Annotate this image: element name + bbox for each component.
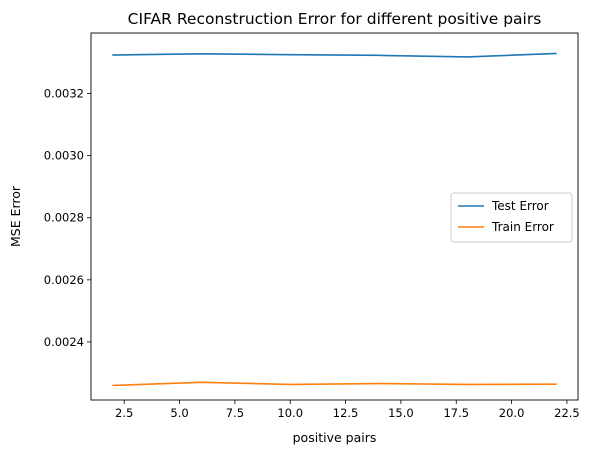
- x-tick-label: 17.5: [443, 406, 469, 420]
- series-line-test-error: [112, 52, 557, 58]
- legend-label-test-error: Test Error: [491, 199, 549, 213]
- y-axis-ticks: 0.0024 0.0026 0.0028 0.0030 0.0032: [44, 87, 91, 349]
- series-layer: [112, 52, 557, 387]
- x-tick-label: 10.0: [277, 406, 303, 420]
- x-tick-label: 22.5: [554, 406, 580, 420]
- x-tick-label: 12.5: [333, 406, 359, 420]
- x-axis-ticks: 2.5 5.0 7.5 10.0 12.5 15.0 17.5 20.0 22.5: [115, 400, 580, 420]
- y-axis-label: MSE Error: [8, 185, 23, 247]
- chart-title: CIFAR Reconstruction Error for different…: [128, 10, 542, 28]
- legend: Test Error Train Error: [450, 192, 573, 243]
- y-tick-label: 0.0030: [44, 149, 84, 163]
- y-tick-label: 0.0026: [44, 273, 84, 287]
- x-tick-label: 2.5: [115, 406, 133, 420]
- legend-label-train-error: Train Error: [491, 220, 554, 234]
- x-tick-label: 5.0: [170, 406, 188, 420]
- plot-frame: [90, 32, 579, 401]
- y-tick-label: 0.0032: [44, 87, 84, 101]
- x-tick-label: 15.0: [388, 406, 414, 420]
- y-tick-label: 0.0028: [44, 211, 84, 225]
- x-tick-label: 7.5: [226, 406, 244, 420]
- legend-items: Test Error Train Error: [458, 199, 554, 234]
- series-line-train-error: [112, 381, 557, 387]
- y-tick-label: 0.0024: [44, 335, 84, 349]
- x-tick-label: 20.0: [499, 406, 525, 420]
- x-axis-label: positive pairs: [293, 430, 377, 445]
